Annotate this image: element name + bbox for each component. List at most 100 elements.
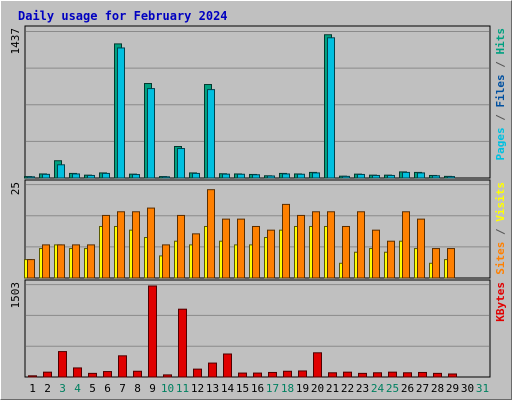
legend-entry: KBytes (494, 282, 507, 322)
bar-kbytes-kbytes (358, 372, 367, 378)
bar-visits-visits (282, 203, 290, 279)
bar-kbytes-kbytes (418, 371, 427, 378)
x-tick-label: 24 (371, 382, 385, 395)
panel-visits: 25 Sites / Visits (9, 179, 507, 279)
max-label-hits: 1437 (9, 28, 22, 55)
bar-visits-visits (237, 218, 245, 279)
bar-visits-visits (177, 214, 185, 279)
x-tick-label: 8 (134, 382, 141, 395)
x-tick-label: 6 (104, 382, 111, 395)
x-tick-label: 9 (149, 382, 156, 395)
bar-hits-files (42, 173, 50, 179)
bar-kbytes-kbytes (58, 351, 67, 378)
bar-kbytes-kbytes (43, 371, 52, 378)
bar-hits-files (252, 174, 260, 179)
x-tick-label: 25 (386, 382, 399, 395)
legend-entry: Files (494, 74, 507, 107)
bar-visits-visits (57, 244, 65, 279)
bar-visits-visits (402, 211, 410, 279)
x-tick-label: 10 (161, 382, 174, 395)
x-tick-label: 2 (44, 382, 51, 395)
bar-kbytes-kbytes (28, 375, 37, 378)
x-tick-label: 21 (326, 382, 339, 395)
x-tick-label: 13 (206, 382, 219, 395)
x-tick-label: 11 (176, 382, 189, 395)
x-tick-label: 12 (191, 382, 204, 395)
bar-kbytes-kbytes (208, 362, 217, 378)
bar-kbytes-kbytes (388, 371, 397, 378)
bar-kbytes-kbytes (73, 367, 82, 378)
bar-hits-files (417, 172, 425, 179)
legend-entry: Hits (494, 28, 507, 55)
bar-kbytes-kbytes (193, 368, 202, 378)
bar-kbytes-kbytes (223, 353, 232, 378)
bar-visits-visits (357, 211, 365, 279)
x-tick-label: 3 (59, 382, 66, 395)
bar-kbytes-kbytes (313, 352, 322, 378)
bar-hits-files (222, 173, 230, 179)
bar-hits-files (282, 173, 290, 179)
bar-kbytes-kbytes (148, 285, 157, 378)
x-tick-label: 18 (281, 382, 294, 395)
bar-hits-files (342, 175, 350, 179)
bar-visits-visits (327, 211, 335, 279)
bar-visits-visits (147, 207, 155, 279)
bar-hits-files (147, 88, 155, 179)
bar-kbytes-kbytes (268, 371, 277, 378)
bar-visits-visits (87, 244, 95, 279)
x-tick-label: 23 (356, 382, 369, 395)
bar-hits-files (117, 47, 125, 179)
bar-kbytes-kbytes (178, 308, 187, 378)
bar-visits-visits (387, 240, 395, 279)
x-tick-label: 28 (431, 382, 444, 395)
bar-kbytes-kbytes (283, 370, 292, 378)
bar-visits-visits (27, 259, 35, 279)
panel-kbytes: 1503 KBytes (9, 279, 507, 378)
legend-visits: Sites / Visits (494, 182, 507, 275)
bar-visits-visits (72, 244, 80, 279)
bar-kbytes-kbytes (298, 370, 307, 378)
bar-visits-visits (102, 214, 110, 279)
x-tick-label: 16 (251, 382, 264, 395)
bar-hits-files (387, 174, 395, 179)
bar-kbytes-kbytes (238, 372, 247, 378)
x-tick-label: 30 (461, 382, 474, 395)
bar-hits-files (402, 171, 410, 179)
bar-kbytes-kbytes (253, 372, 262, 378)
chart-title: Daily usage for February 2024 (18, 9, 228, 23)
plot-area-hits (24, 25, 491, 179)
bar-kbytes-kbytes (163, 374, 172, 378)
legend-entry: Pages (494, 127, 507, 160)
legend-entry: Visits (494, 182, 507, 222)
x-tick-label: 4 (74, 382, 81, 395)
bar-kbytes-kbytes (103, 371, 112, 378)
bar-visits-visits (447, 248, 455, 279)
legend-entry: / (494, 55, 507, 75)
plot-area-kbytes (24, 279, 491, 378)
bar-hits-files (207, 89, 215, 179)
bar-hits-files (432, 175, 440, 179)
bar-hits-files (447, 176, 455, 179)
bar-kbytes-kbytes (118, 355, 127, 378)
legend-entry: / (494, 108, 507, 128)
x-tick-label: 14 (221, 382, 235, 395)
legend-hits: Pages / Files / Hits (494, 28, 507, 161)
legend-entry: Sites (494, 242, 507, 275)
x-tick-label: 15 (236, 382, 249, 395)
bar-kbytes-kbytes (88, 372, 97, 378)
legend-entry: / (494, 222, 507, 242)
bar-kbytes-kbytes (343, 371, 352, 378)
bar-hits-files (312, 172, 320, 179)
x-tick-label: 19 (296, 382, 309, 395)
bar-kbytes-kbytes (403, 372, 412, 378)
legend-kbytes: KBytes (494, 282, 507, 322)
x-tick-label: 22 (341, 382, 354, 395)
x-tick-label: 1 (29, 382, 36, 395)
x-tick-label: 27 (416, 382, 429, 395)
bar-visits-visits (207, 189, 215, 279)
bar-visits-visits (432, 248, 440, 279)
x-tick-label: 5 (89, 382, 96, 395)
bar-visits-visits (297, 214, 305, 279)
bar-visits-visits (162, 244, 170, 279)
x-tick-label: 7 (119, 382, 126, 395)
